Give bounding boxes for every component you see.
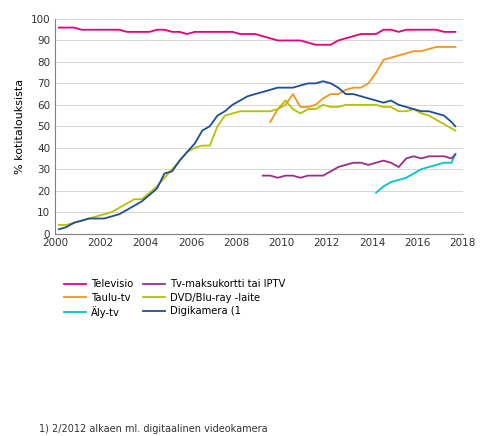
Y-axis label: % kotitalouksista: % kotitalouksista [15,79,25,174]
Text: 1) 2/2012 alkaen ml. digitaalinen videokamera: 1) 2/2012 alkaen ml. digitaalinen videok… [39,424,268,434]
Legend: Televisio, Taulu-tv, Äly-tv, Tv-maksukortti tai IPTV, DVD/Blu-ray -laite, Digika: Televisio, Taulu-tv, Äly-tv, Tv-maksukor… [60,275,290,322]
